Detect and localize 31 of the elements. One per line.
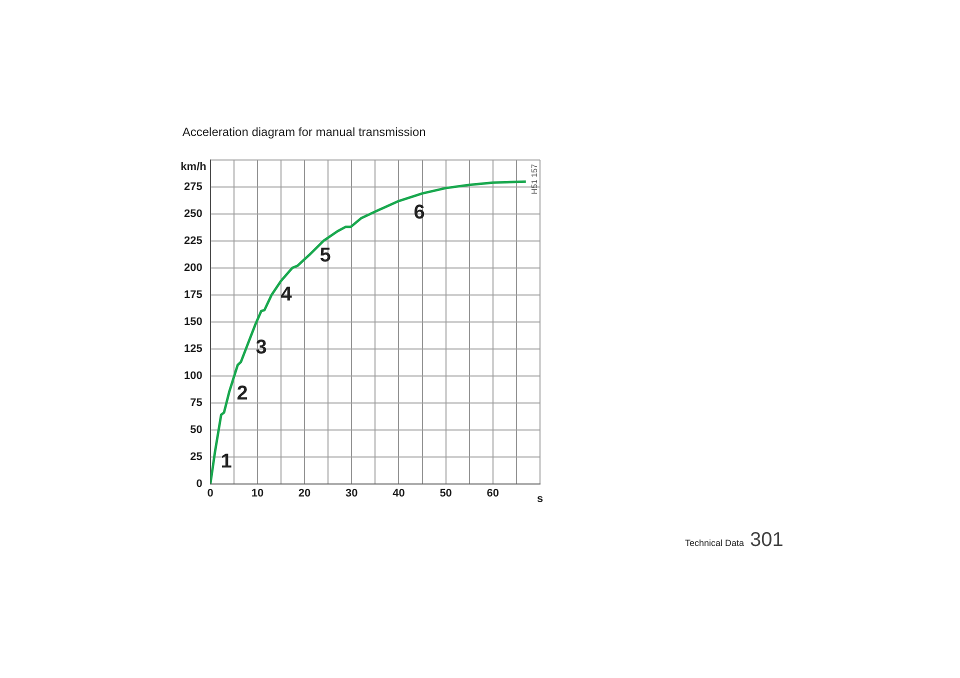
y-axis-title: km/h [180,161,207,173]
y-tick-label: 175 [184,288,202,301]
x-tick-label: 50 [440,487,452,500]
y-tick-label: 250 [184,208,202,220]
y-tick-label: 50 [190,424,202,436]
annotation: 2 [236,382,248,404]
annotation: 4 [280,283,293,306]
x-axis-title: s [536,492,544,505]
annotation: 6 [414,201,425,224]
x-tick-label: 40 [392,487,405,500]
y-tick-label: 275 [184,181,202,194]
x-tick-label: 20 [298,487,311,500]
annotation: 1 [220,450,232,472]
y-tick-label: 225 [184,234,202,247]
y-tick-label: 125 [184,342,202,355]
y-tick-label: 25 [190,450,202,463]
text: Technical Data [684,538,744,548]
annotation: 3 [256,336,267,358]
x-tick-label: 10 [251,487,264,500]
x-tick-label: 60 [486,487,500,500]
annotation: H51 157 [530,163,539,194]
y-tick-label: 100 [184,370,202,382]
x-tick-label: 30 [346,487,358,500]
y-tick-label: 150 [184,316,202,328]
y-tick-label: 200 [184,262,202,274]
y-tick-label: 75 [190,396,202,409]
annotation: 5 [320,244,331,266]
text: 301 [750,529,784,551]
chart-title: Acceleration diagram for manual transmission [182,125,426,139]
x-tick-label: 0 [207,487,214,500]
y-tick-label: 0 [196,478,202,490]
